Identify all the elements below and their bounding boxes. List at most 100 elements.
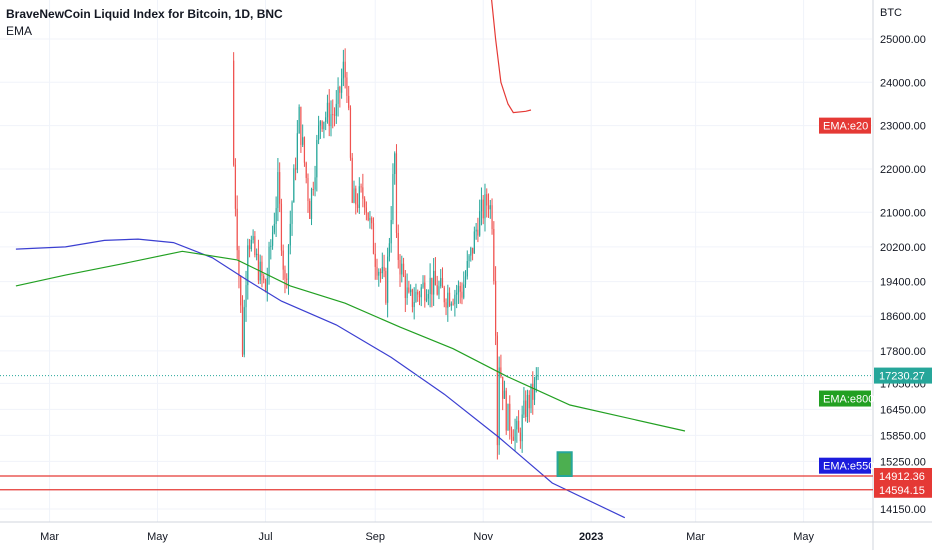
- ema-tag-e20[interactable]: [819, 117, 871, 134]
- candle-body: [417, 291, 419, 295]
- candle-body: [473, 231, 475, 254]
- candle-body: [496, 335, 498, 446]
- x-tick-label: Mar: [686, 531, 705, 543]
- candle-body: [314, 177, 316, 190]
- candle-body: [392, 174, 394, 220]
- candle-body: [346, 77, 348, 96]
- candle-body: [335, 103, 337, 116]
- candle-body: [339, 86, 341, 93]
- candle-body: [530, 383, 532, 409]
- candle-body: [479, 211, 481, 236]
- chart-title: BraveNewCoin Liquid Index for Bitcoin, 1…: [6, 7, 283, 21]
- candle-body: [374, 253, 376, 267]
- candle-body: [376, 266, 378, 276]
- candle-body: [273, 223, 275, 233]
- candle-body: [303, 137, 306, 163]
- candle-body: [440, 278, 442, 287]
- candle-body: [415, 291, 417, 302]
- candle-body: [402, 263, 405, 276]
- candle-body: [293, 168, 295, 203]
- candle-body: [408, 287, 410, 293]
- candle-body: [510, 430, 513, 437]
- candle-body: [305, 162, 307, 178]
- candle-body: [525, 400, 527, 418]
- candle-body: [372, 223, 375, 254]
- y-tick-label: 17800.00: [880, 346, 926, 358]
- candle-body: [284, 269, 286, 279]
- candle-body: [271, 232, 274, 246]
- candle-body: [349, 107, 352, 158]
- candle-body: [491, 205, 493, 229]
- candle-body: [521, 414, 523, 442]
- candle-body: [341, 78, 343, 93]
- candle-body: [256, 253, 258, 256]
- candle-body: [420, 287, 422, 298]
- candle-body: [487, 205, 490, 210]
- candle-body: [328, 102, 330, 127]
- candle-body: [438, 286, 440, 295]
- ema-tag-e800[interactable]: [819, 390, 871, 407]
- candle-body: [362, 187, 364, 199]
- candle-body: [252, 236, 254, 240]
- candle-body: [470, 247, 472, 256]
- candle-body: [503, 390, 506, 399]
- candle-body: [233, 60, 235, 165]
- candle-body: [353, 188, 355, 203]
- candle-body: [261, 261, 263, 276]
- candle-body: [378, 271, 380, 276]
- candle-body: [406, 287, 408, 299]
- candle-body: [360, 186, 362, 188]
- x-tick-label: May: [147, 531, 168, 543]
- candle-body: [312, 189, 314, 191]
- candle-body: [502, 376, 504, 399]
- target-marker-box[interactable]: [556, 451, 573, 477]
- y-tick-label: 20200.00: [880, 242, 926, 254]
- level-price-label: 14912.36: [879, 471, 925, 483]
- candle-body: [535, 375, 537, 381]
- candle-body: [381, 266, 383, 274]
- candle-body: [289, 223, 291, 246]
- y-tick-label: 15250.00: [880, 456, 926, 468]
- y-tick-label: 22000.00: [880, 164, 926, 176]
- candle-body: [459, 285, 461, 292]
- candle-body: [390, 219, 392, 244]
- candle-body: [367, 212, 369, 221]
- candle-body: [326, 102, 329, 118]
- candle-body: [257, 253, 260, 281]
- candle-body: [323, 121, 325, 130]
- y-tick-label: 15850.00: [880, 430, 926, 442]
- candle-body: [385, 270, 387, 303]
- candle-body: [238, 250, 240, 277]
- candle-body: [294, 168, 297, 170]
- indicator-label[interactable]: EMA: [6, 24, 33, 38]
- ema-line-e20: [491, 0, 532, 114]
- candle-body: [461, 291, 463, 298]
- y-axis-unit: BTC: [880, 7, 902, 19]
- level-price-tag: [874, 481, 932, 498]
- candle-body: [333, 114, 336, 116]
- candle-body: [250, 239, 252, 249]
- candle-body: [291, 202, 293, 224]
- ema-tag-e550[interactable]: [819, 457, 871, 474]
- candle-body: [427, 294, 429, 299]
- candle-body: [433, 270, 435, 295]
- candle-body: [456, 292, 458, 295]
- y-tick-label: 21000.00: [880, 207, 926, 219]
- candle-body: [302, 137, 304, 145]
- candle-body: [319, 121, 321, 126]
- candle-body: [445, 302, 447, 308]
- candle-body: [424, 282, 426, 301]
- candle-body: [452, 303, 454, 305]
- candle-body: [500, 367, 502, 377]
- current-price-tag: [874, 367, 932, 384]
- candle-body: [356, 204, 359, 208]
- candle-body: [332, 114, 334, 116]
- candle-body: [537, 375, 539, 377]
- candle-body: [243, 307, 245, 355]
- candle-body: [355, 188, 357, 205]
- candle-body: [365, 207, 367, 213]
- candle-body: [507, 403, 509, 431]
- candle-body: [480, 199, 483, 212]
